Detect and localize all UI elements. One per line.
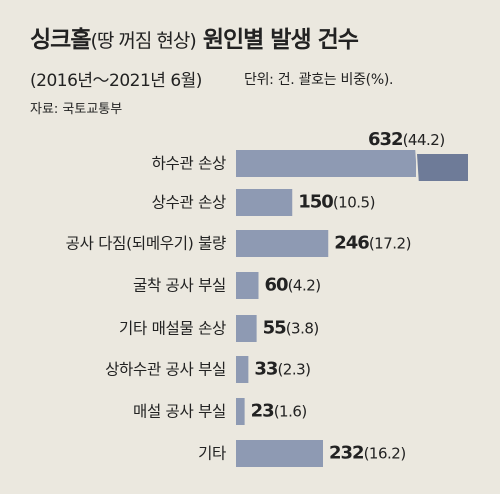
value-percent: (1.6) [274, 403, 307, 421]
value-number: 150 [298, 192, 333, 213]
value-percent: (4.2) [288, 277, 321, 295]
title-paren: (땅 꺼짐 현상) [90, 30, 196, 52]
title-main: 싱크홀 [30, 27, 91, 53]
value-number: 246 [334, 233, 369, 254]
chart-unit-note: 단위: 건. 괄호는 비중(%). [244, 72, 394, 88]
category-label: 공사 다짐(되메우기) 불량 [66, 235, 226, 253]
value-label: 150(10.5) [298, 192, 375, 213]
bar [236, 230, 329, 257]
value-percent: (44.2) [403, 131, 445, 149]
value-label: 60(4.2) [265, 275, 321, 296]
value-percent: (17.2) [369, 235, 411, 253]
value-label: 632(44.2) [368, 129, 445, 150]
chart-source: 자료: 국토교통부 [30, 102, 123, 117]
value-percent: (2.3) [277, 361, 310, 379]
bar [236, 189, 293, 216]
value-percent: (10.5) [333, 194, 375, 212]
chart-title: 싱크홀(땅 꺼짐 현상) 원인별 발생 건수 [30, 20, 359, 54]
value-label: 23(1.6) [251, 401, 307, 422]
value-label: 55(3.8) [263, 318, 319, 339]
value-number: 632 [368, 129, 403, 150]
bar [236, 398, 245, 425]
value-number: 232 [329, 443, 364, 464]
category-label: 하수관 손상 [152, 155, 226, 173]
bar-continuation [416, 154, 468, 181]
bar [236, 272, 259, 299]
value-number: 60 [265, 275, 289, 296]
bar [236, 356, 249, 383]
value-number: 33 [254, 359, 278, 380]
bar [236, 440, 323, 467]
value-percent: (16.2) [364, 445, 406, 463]
value-number: 55 [263, 318, 287, 339]
value-percent: (3.8) [286, 320, 319, 338]
bar [236, 315, 257, 342]
title-rest: 원인별 발생 건수 [202, 27, 359, 53]
value-label: 246(17.2) [334, 233, 411, 254]
value-label: 232(16.2) [329, 443, 406, 464]
category-label: 기타 [198, 445, 226, 463]
value-number: 23 [251, 401, 275, 422]
bar [236, 150, 416, 177]
category-label: 굴착 공사 부실 [133, 277, 226, 295]
bar-break [415, 149, 419, 182]
value-label: 33(2.3) [254, 359, 310, 380]
category-label: 상하수관 공사 부실 [105, 361, 226, 379]
category-label: 상수관 손상 [152, 194, 226, 212]
chart-period: (2016년～2021년 6월) [30, 71, 202, 91]
category-label: 기타 매설물 손상 [119, 320, 226, 338]
category-label: 매설 공사 부실 [133, 403, 226, 421]
